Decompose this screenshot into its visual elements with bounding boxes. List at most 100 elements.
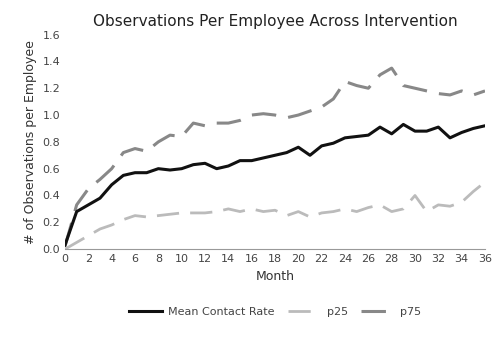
p25 <box>424 209 430 213</box>
p25 <box>214 209 220 213</box>
Mean Contact Rate <box>190 163 196 167</box>
p75 <box>400 83 406 88</box>
p25 <box>202 211 208 215</box>
Mean Contact Rate <box>108 183 114 187</box>
Mean Contact Rate <box>62 243 68 247</box>
p75 <box>318 105 324 109</box>
p25 <box>248 207 254 211</box>
Mean Contact Rate <box>342 136 348 140</box>
p25 <box>156 213 162 218</box>
Mean Contact Rate <box>74 209 80 213</box>
p25 <box>482 180 488 184</box>
Mean Contact Rate <box>318 144 324 148</box>
p75 <box>296 113 302 117</box>
p25 <box>377 203 383 207</box>
Mean Contact Rate <box>388 132 394 136</box>
p75 <box>226 121 232 125</box>
Mean Contact Rate <box>86 203 91 207</box>
p25 <box>307 215 313 219</box>
p25 <box>342 207 348 211</box>
p25 <box>400 207 406 211</box>
Mean Contact Rate <box>226 164 232 168</box>
Mean Contact Rate <box>272 153 278 157</box>
p75 <box>190 121 196 125</box>
Mean Contact Rate <box>400 122 406 127</box>
Mean Contact Rate <box>330 141 336 145</box>
p75 <box>74 203 80 207</box>
Mean Contact Rate <box>436 125 442 129</box>
Legend: Mean Contact Rate, p25, p75: Mean Contact Rate, p25, p75 <box>124 302 426 321</box>
p75 <box>97 177 103 181</box>
p25 <box>190 211 196 215</box>
p25 <box>237 209 243 213</box>
p75 <box>156 140 162 144</box>
p75 <box>330 97 336 101</box>
p75 <box>436 91 442 95</box>
p25 <box>97 227 103 231</box>
p75 <box>388 66 394 70</box>
Mean Contact Rate <box>307 153 313 157</box>
Mean Contact Rate <box>470 126 476 130</box>
p25 <box>458 200 464 204</box>
p25 <box>167 212 173 216</box>
Mean Contact Rate <box>237 158 243 163</box>
p25 <box>132 213 138 218</box>
Mean Contact Rate <box>458 130 464 135</box>
p25 <box>272 208 278 212</box>
p25 <box>330 209 336 213</box>
Mean Contact Rate <box>284 151 290 155</box>
p25 <box>436 203 442 207</box>
p25 <box>318 211 324 215</box>
Mean Contact Rate <box>377 125 383 129</box>
Mean Contact Rate <box>214 166 220 171</box>
p75 <box>284 116 290 120</box>
Mean Contact Rate <box>97 196 103 200</box>
p75 <box>447 93 453 97</box>
p25 <box>178 211 184 215</box>
p75 <box>202 124 208 128</box>
p25 <box>354 209 360 213</box>
Mean Contact Rate <box>202 161 208 165</box>
p75 <box>108 166 114 171</box>
Y-axis label: # of Observations per Employee: # of Observations per Employee <box>24 40 37 244</box>
p75 <box>214 121 220 125</box>
p25 <box>296 209 302 213</box>
p25 <box>108 223 114 227</box>
X-axis label: Month: Month <box>256 270 294 283</box>
p75 <box>132 146 138 151</box>
p25 <box>120 218 126 222</box>
p75 <box>260 112 266 116</box>
p75 <box>120 151 126 155</box>
p75 <box>482 89 488 93</box>
Mean Contact Rate <box>412 129 418 133</box>
Mean Contact Rate <box>167 168 173 172</box>
Title: Observations Per Employee Across Intervention: Observations Per Employee Across Interve… <box>92 14 458 29</box>
p25 <box>470 189 476 193</box>
Line: Mean Contact Rate: Mean Contact Rate <box>65 125 485 245</box>
Mean Contact Rate <box>144 171 150 175</box>
Mean Contact Rate <box>156 166 162 171</box>
p75 <box>144 149 150 153</box>
Mean Contact Rate <box>120 173 126 177</box>
p75 <box>412 86 418 90</box>
p25 <box>74 240 80 245</box>
p75 <box>377 73 383 77</box>
Mean Contact Rate <box>296 145 302 149</box>
Mean Contact Rate <box>424 129 430 133</box>
p75 <box>470 93 476 97</box>
p25 <box>388 209 394 213</box>
Line: p75: p75 <box>65 68 485 246</box>
p75 <box>366 86 372 90</box>
p25 <box>226 207 232 211</box>
p75 <box>167 133 173 137</box>
p25 <box>284 213 290 218</box>
p25 <box>412 193 418 198</box>
p75 <box>354 83 360 88</box>
p25 <box>62 247 68 251</box>
Mean Contact Rate <box>366 133 372 137</box>
p75 <box>178 134 184 138</box>
p75 <box>458 89 464 93</box>
p75 <box>424 89 430 93</box>
p25 <box>366 206 372 210</box>
p75 <box>62 244 68 248</box>
